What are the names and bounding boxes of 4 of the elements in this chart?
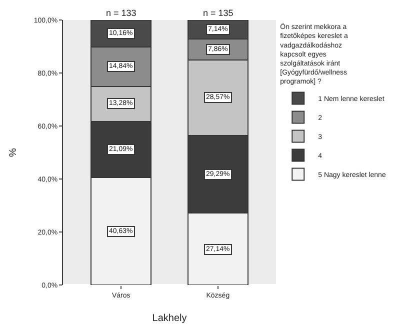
annotation: n = 133 bbox=[106, 8, 136, 18]
x-axis-title: Lakhely bbox=[152, 312, 187, 324]
annotation: n = 135 bbox=[203, 8, 234, 18]
y-axis-title: % bbox=[8, 148, 19, 157]
